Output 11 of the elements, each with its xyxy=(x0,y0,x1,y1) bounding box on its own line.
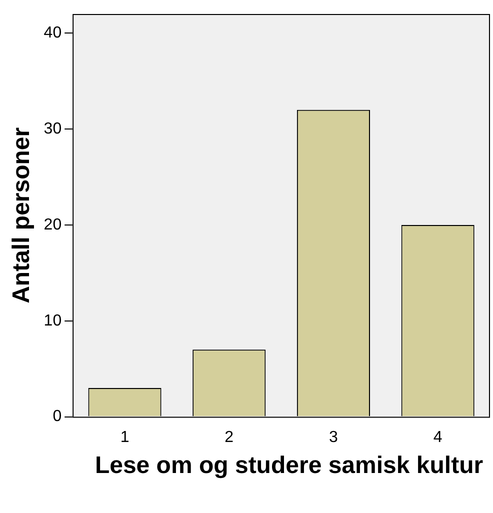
y-axis-title: Antall personer xyxy=(8,127,36,304)
y-tick-label: 20 xyxy=(44,216,62,234)
x-tick-label: 3 xyxy=(329,428,338,446)
y-tick-label: 0 xyxy=(52,408,62,426)
x-tick-label: 1 xyxy=(120,428,130,446)
x-tick-label: 2 xyxy=(224,428,234,446)
x-tick-label: 4 xyxy=(433,428,442,446)
y-tick-label: 30 xyxy=(44,120,62,138)
y-tick-label: 10 xyxy=(44,312,62,330)
x-axis-title: Lese om og studere samisk kultur xyxy=(94,452,484,479)
y-tick-label: 40 xyxy=(44,24,62,42)
